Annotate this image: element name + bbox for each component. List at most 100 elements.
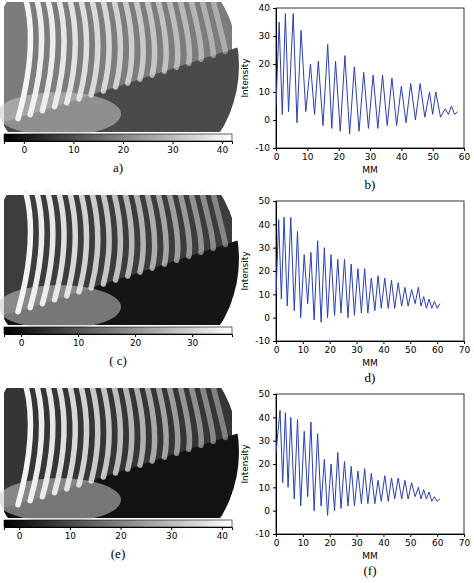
tick-label: 20 — [259, 266, 271, 276]
fringe — [79, 0, 87, 99]
tick: 0 — [19, 334, 25, 348]
tick-mark — [73, 141, 74, 144]
fringe — [136, 0, 143, 79]
line-panel: 0102030405060-10010203040IntensityMMb) — [240, 3, 470, 192]
plot-area — [276, 14, 458, 134]
tick: 50 — [405, 341, 417, 355]
fringe — [103, 386, 109, 477]
tick-mark — [303, 534, 304, 537]
colorbar — [4, 327, 232, 334]
tick-label: 70 — [459, 538, 471, 548]
tick-label: 30 — [187, 338, 199, 348]
tick: 20 — [324, 341, 336, 355]
tick-mark — [135, 334, 136, 337]
fringe — [18, 386, 31, 505]
image-panel: 010203040a) — [0, 0, 239, 175]
tick-label: 10 — [298, 538, 310, 548]
axis-line — [273, 202, 277, 342]
figure: 010203040a)0102030405060-10010203040Inte… — [0, 0, 474, 583]
tick: 70 — [459, 534, 471, 548]
tick-label: -10 — [255, 336, 270, 346]
axis-line — [277, 149, 465, 152]
fringe — [213, 0, 225, 51]
x-axis-title: MM — [362, 551, 378, 561]
fringe — [79, 386, 87, 485]
fringe — [158, 386, 166, 457]
tick-mark — [383, 341, 384, 344]
tick-label: -10 — [255, 143, 270, 153]
tick-mark — [121, 527, 122, 530]
tick: 0 — [264, 506, 276, 516]
fringe — [147, 193, 155, 268]
tick-mark — [78, 334, 79, 337]
plot-area — [276, 217, 440, 322]
plot-frame — [276, 201, 464, 341]
line-panel: 010203040506070-1001020304050IntensityMM… — [240, 196, 470, 385]
fringe — [55, 0, 64, 107]
tick-mark — [370, 148, 371, 151]
tick-label: 30 — [351, 538, 363, 548]
tick-label: 40 — [378, 345, 390, 355]
tick: 10 — [73, 334, 85, 348]
image-panel: 0102030( c) — [0, 193, 239, 368]
y-axis-title: Intensity — [240, 58, 250, 98]
tick-mark — [19, 527, 20, 530]
tick: 40 — [396, 148, 408, 162]
tick: 50 — [427, 148, 439, 162]
tick: 20 — [118, 141, 130, 155]
fringe — [18, 0, 31, 119]
tick: 20 — [115, 527, 127, 541]
fringe — [42, 0, 52, 111]
tick: 30 — [365, 148, 377, 162]
fringe — [79, 193, 87, 292]
tick: -10 — [255, 336, 276, 346]
fringe — [91, 386, 98, 481]
axis-line — [277, 342, 465, 345]
axis-line — [5, 335, 233, 338]
tick-mark — [410, 534, 411, 537]
fringe — [42, 193, 52, 304]
tick-mark — [273, 8, 276, 9]
tick-label: 20 — [324, 538, 336, 548]
fringe — [213, 386, 225, 437]
tick-label: 70 — [459, 345, 471, 355]
tick-label: 0 — [274, 152, 280, 162]
fringe — [91, 193, 98, 288]
tick-label: 20 — [115, 531, 127, 541]
tick-mark — [433, 148, 434, 151]
fringe — [202, 0, 213, 55]
tick: 20 — [259, 459, 276, 469]
fringe — [30, 193, 41, 308]
plot-frame — [276, 8, 464, 148]
colorbar — [4, 134, 232, 141]
tick: 10 — [259, 87, 276, 97]
axis: -1001020304050 — [255, 196, 276, 346]
tick-label: 60 — [432, 538, 444, 548]
fringe — [147, 0, 155, 75]
tick-label: 60 — [459, 152, 471, 162]
fringe — [213, 193, 225, 244]
tick: 40 — [259, 3, 276, 13]
tick-mark — [171, 527, 172, 530]
tick-mark — [410, 341, 411, 344]
tick-label: 10 — [259, 290, 271, 300]
tick: 10 — [259, 483, 276, 493]
tick-label: 30 — [259, 436, 271, 446]
tick: 30 — [351, 341, 363, 355]
tick: -10 — [255, 143, 276, 153]
tick-label: 0 — [21, 145, 27, 155]
tick: 0 — [274, 341, 280, 355]
axis-line — [273, 395, 277, 535]
tick-mark — [222, 141, 223, 144]
tick-label: 10 — [302, 152, 314, 162]
tick: 20 — [259, 59, 276, 69]
tick: 10 — [65, 527, 77, 541]
tick: 10 — [68, 141, 80, 155]
fringe — [180, 193, 189, 256]
axis: -10010203040 — [255, 3, 276, 153]
tick-label: 20 — [324, 345, 336, 355]
panel-label: ( c) — [109, 353, 127, 368]
y-axis-title: Intensity — [240, 444, 250, 484]
fringe — [180, 0, 189, 63]
tick: 0 — [17, 527, 23, 541]
